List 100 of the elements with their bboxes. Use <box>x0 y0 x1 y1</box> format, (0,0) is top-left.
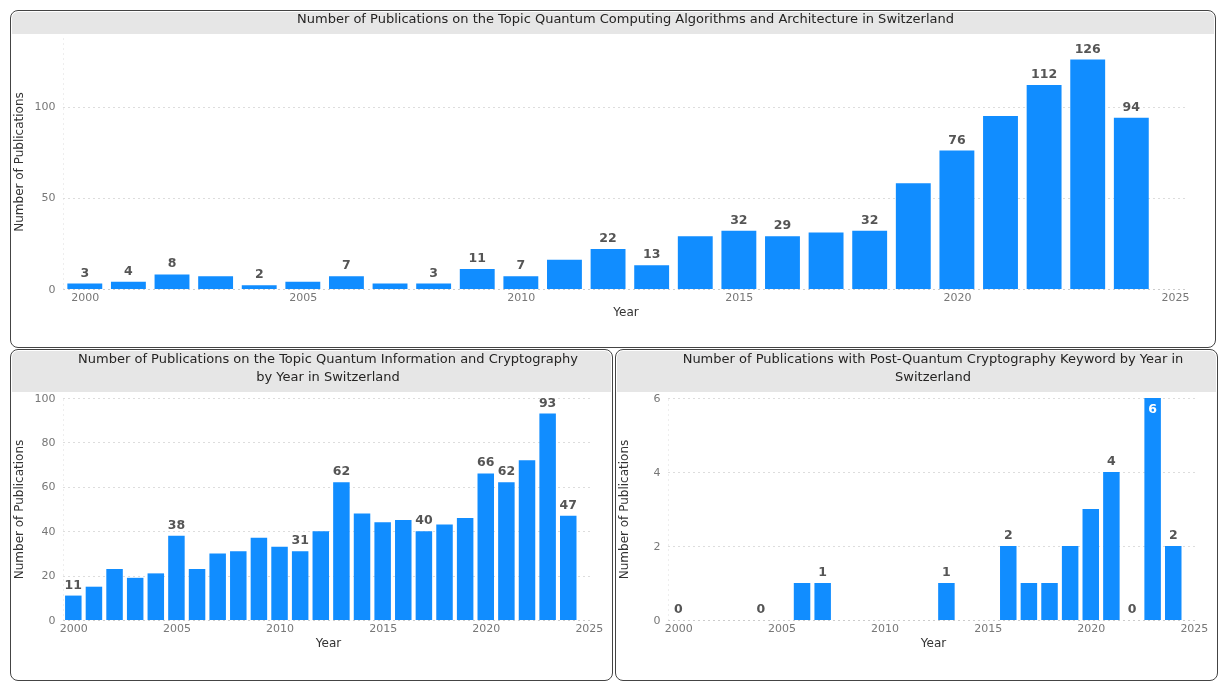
bar <box>677 236 713 289</box>
data-label: 8 <box>167 255 177 271</box>
x-tick-label: 2005 <box>767 621 796 635</box>
x-tick-label: 2005 <box>289 290 318 304</box>
y-tick-label: 40 <box>41 524 56 538</box>
y-axis-title: Number of Publications <box>11 439 26 580</box>
data-label: 2 <box>254 266 264 282</box>
bar <box>814 583 831 620</box>
bar <box>895 183 931 289</box>
chart-title: Number of Publications on the Topic Quantum Computing Algorithms and Architecture in Switzerland <box>297 11 954 26</box>
data-label: 7 <box>516 257 526 273</box>
x-axis-title: Year <box>314 635 342 650</box>
chart-title: Number of Publications on the Topic Quantum Information and Cryptography by Year in Switzerland <box>78 351 579 384</box>
bar <box>106 568 123 620</box>
data-label: 1 <box>818 564 828 579</box>
bar <box>168 535 185 620</box>
data-label: 6 <box>1148 401 1158 416</box>
bar <box>436 524 453 620</box>
bar <box>560 515 577 620</box>
bar <box>539 413 556 620</box>
data-label: 3 <box>429 264 438 280</box>
y-tick-label: 4 <box>653 465 661 479</box>
x-tick-label: 2025 <box>1180 621 1209 635</box>
y-axis-title: Number of Publications <box>616 439 631 580</box>
bar <box>1020 583 1038 620</box>
data-label: 1 <box>942 564 951 579</box>
bar <box>547 259 582 289</box>
data-label: 112 <box>1031 66 1058 81</box>
y-tick-label: 0 <box>48 282 56 296</box>
x-tick-label: 2000 <box>664 621 693 635</box>
bar <box>1103 472 1120 620</box>
y-tick-label: 6 <box>653 391 661 405</box>
bar <box>590 248 626 289</box>
y-tick-label: 2 <box>653 539 661 553</box>
bar <box>1061 546 1079 620</box>
data-label: 13 <box>642 246 661 262</box>
x-tick-label: 2025 <box>575 621 604 635</box>
bar <box>498 482 515 620</box>
bar <box>1000 546 1017 620</box>
bar <box>126 577 144 620</box>
bar <box>852 230 888 289</box>
bar <box>1113 117 1149 289</box>
bar <box>312 531 330 620</box>
data-label: 126 <box>1074 40 1102 56</box>
bar <box>416 283 452 289</box>
bar <box>291 551 309 620</box>
data-label: 11 <box>64 576 83 592</box>
x-tick-label: 2000 <box>59 621 88 635</box>
data-label: 4 <box>1107 453 1117 468</box>
data-label: 0 <box>1127 601 1137 616</box>
y-tick-label: 100 <box>34 100 56 114</box>
data-label: 11 <box>468 249 486 265</box>
x-tick-label: 2015 <box>369 621 398 635</box>
data-label: 0 <box>673 601 683 616</box>
x-axis-title: Year <box>612 304 639 319</box>
bar <box>333 482 350 620</box>
bar <box>374 522 391 620</box>
bar <box>415 531 433 620</box>
x-tick-label: 2020 <box>1077 621 1106 635</box>
bar <box>939 150 975 289</box>
x-axis-title: Year <box>919 635 947 650</box>
data-label: 62 <box>332 463 351 479</box>
x-tick-label: 2025 <box>1161 290 1190 304</box>
x-tick-label: 2010 <box>507 290 536 304</box>
data-label: 47 <box>559 496 577 512</box>
y-tick-label: 80 <box>41 435 56 449</box>
data-label: 0 <box>756 601 766 616</box>
bar <box>1041 583 1058 620</box>
chart-title: Number of Publications with Post-Quantum Cryptography Keyword by Year in Switzerland <box>682 351 1184 384</box>
bar <box>209 553 226 620</box>
data-label: 29 <box>773 217 792 233</box>
bar <box>285 281 321 289</box>
bar <box>230 551 247 620</box>
bar <box>110 281 146 289</box>
bar <box>983 115 1018 289</box>
y-tick-label: 0 <box>48 613 56 627</box>
x-tick-label: 2020 <box>943 290 972 304</box>
data-label: 22 <box>599 229 617 245</box>
bar <box>793 583 811 620</box>
data-label: 32 <box>860 211 879 227</box>
y-tick-label: 100 <box>34 391 56 405</box>
bar <box>938 583 955 620</box>
y-tick-label: 50 <box>41 191 56 205</box>
bar <box>85 586 103 620</box>
bar <box>147 573 165 620</box>
bar <box>250 537 268 620</box>
x-tick-label: 2020 <box>472 621 501 635</box>
y-tick-label: 60 <box>41 480 56 494</box>
x-tick-label: 2000 <box>71 290 100 304</box>
bar <box>67 283 103 289</box>
data-label: 40 <box>415 512 433 528</box>
data-label: 4 <box>124 262 134 278</box>
x-tick-label: 2010 <box>266 621 295 635</box>
x-tick-label: 2015 <box>725 290 754 304</box>
bar <box>241 285 277 289</box>
bar <box>1026 85 1062 289</box>
data-label: 66 <box>477 454 495 470</box>
bar <box>477 473 495 620</box>
x-tick-label: 2010 <box>871 621 900 635</box>
data-label: 31 <box>291 532 309 548</box>
